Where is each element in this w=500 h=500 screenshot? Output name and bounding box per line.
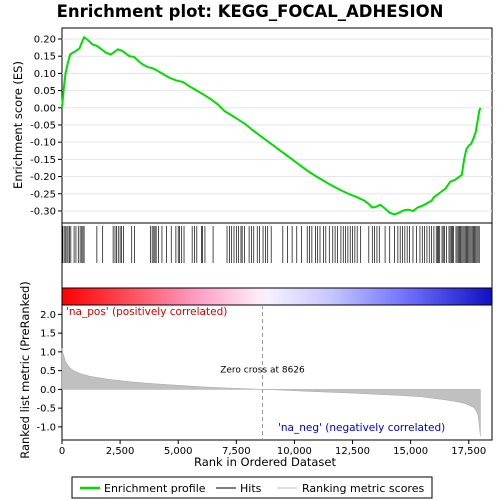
x-tick-label: 12,500 — [335, 446, 370, 457]
metric-y-tick-label: 1.5 — [40, 329, 56, 340]
x-axis-ticks: 0 2,500 5,000 7,500 10,000 12,500 15,000 17,500 — [59, 440, 486, 457]
es-y-tick-label: -0.20 — [30, 172, 56, 183]
x-tick-label: 10,000 — [277, 446, 312, 457]
x-axis-label: Rank in Ordered Dataset — [194, 455, 337, 469]
es-y-tick-label: 0.15 — [34, 52, 56, 63]
metric-y-tick-label: -1.0 — [36, 422, 56, 433]
x-tick-label: 2,500 — [106, 446, 135, 457]
metric-y-tick-label: -0.5 — [36, 404, 56, 415]
zero-cross-label: Zero cross at 8626 — [220, 366, 305, 376]
legend-hits-label: Hits — [240, 482, 262, 495]
x-tick-label: 17,500 — [451, 446, 486, 457]
rank-color-bar — [61, 287, 493, 306]
metric-y-axis-ticks: -1.0 -0.5 0.0 0.5 1.0 1.5 2.0 — [36, 310, 62, 433]
es-y-tick-label: 0.20 — [34, 35, 56, 46]
legend: Enrichment profile Hits Ranking metric s… — [71, 476, 433, 499]
es-y-tick-label: -0.05 — [30, 120, 56, 131]
metric-y-axis-label: Ranked list metric (PreRanked) — [18, 281, 32, 459]
metric-y-tick-label: 1.0 — [40, 347, 56, 358]
na-pos-annotation: 'na_pos' (positively correlated) — [66, 306, 227, 318]
hits-panel-frame — [61, 222, 493, 289]
es-y-tick-label: 0.05 — [34, 86, 56, 97]
x-tick-label: 5,000 — [164, 446, 193, 457]
hits-markers — [62, 226, 480, 263]
es-panel-frame — [61, 27, 493, 224]
x-tick-label: 7,500 — [222, 446, 251, 457]
es-y-tick-label: 0.00 — [34, 103, 56, 114]
legend-enrichment-label: Enrichment profile — [104, 482, 206, 495]
es-y-tick-label: -0.30 — [30, 206, 56, 217]
es-y-tick-label: 0.10 — [34, 69, 56, 80]
x-tick-label: 0 — [59, 446, 65, 457]
metric-y-tick-label: 2.0 — [40, 310, 56, 321]
es-y-axis-label: Enrichment score (ES) — [11, 61, 25, 189]
es-y-axis-ticks: -0.30 -0.25 -0.20 -0.15 -0.10 -0.05 0.00 0.05 0.… — [30, 35, 62, 217]
enrichment-profile-line — [61, 35, 482, 216]
es-y-tick-label: -0.15 — [30, 155, 56, 166]
chart-title: Enrichment plot: KEGG_FOCAL_ADHESION — [57, 2, 444, 21]
na-neg-annotation: 'na_neg' (negatively correlated) — [278, 422, 445, 434]
x-tick-label: 15,000 — [393, 446, 428, 457]
legend-box — [71, 476, 433, 499]
es-y-tick-label: -0.10 — [30, 138, 56, 149]
es-y-tick-label: -0.25 — [30, 189, 56, 200]
metric-y-tick-label: 0.5 — [40, 366, 56, 377]
legend-metric-label: Ranking metric scores — [302, 482, 424, 495]
metric-y-tick-label: 0.0 — [40, 385, 56, 396]
ranking-metric-area — [61, 348, 481, 437]
